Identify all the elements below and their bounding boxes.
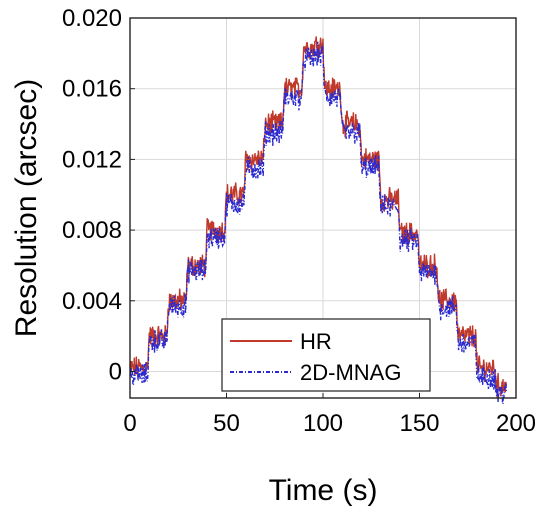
y-tick-label: 0.004 [62, 288, 122, 315]
y-axis-label: Resolution (arcsec) [10, 79, 43, 337]
x-tick-label: 50 [213, 410, 240, 437]
legend: HR 2D-MNAG [221, 318, 431, 392]
series-layer [129, 36, 507, 405]
y-tick-label: 0.008 [62, 217, 122, 244]
x-tick-label: 100 [303, 410, 343, 437]
x-tick-label: 150 [399, 410, 439, 437]
y-tick-labels: 0 0.004 0.008 0.012 0.016 0.020 [62, 5, 122, 385]
y-tick-label: 0.012 [62, 146, 122, 173]
series-line-hr [129, 36, 507, 398]
y-tick-label: 0.016 [62, 76, 122, 103]
y-tick-label: 0.020 [62, 5, 122, 32]
legend-label-hr: HR [300, 329, 332, 354]
y-tick-label: 0 [109, 358, 122, 385]
ticks [129, 17, 517, 398]
x-tick-label: 0 [123, 410, 136, 437]
legend-box [221, 318, 431, 392]
legend-label-2d-mnag: 2D-MNAG [300, 360, 401, 385]
series-line-2d-mnag [129, 41, 507, 405]
x-tick-label: 200 [496, 410, 536, 437]
x-tick-labels: 0 50 100 150 200 [123, 410, 536, 437]
x-axis-label: Time (s) [269, 474, 378, 507]
